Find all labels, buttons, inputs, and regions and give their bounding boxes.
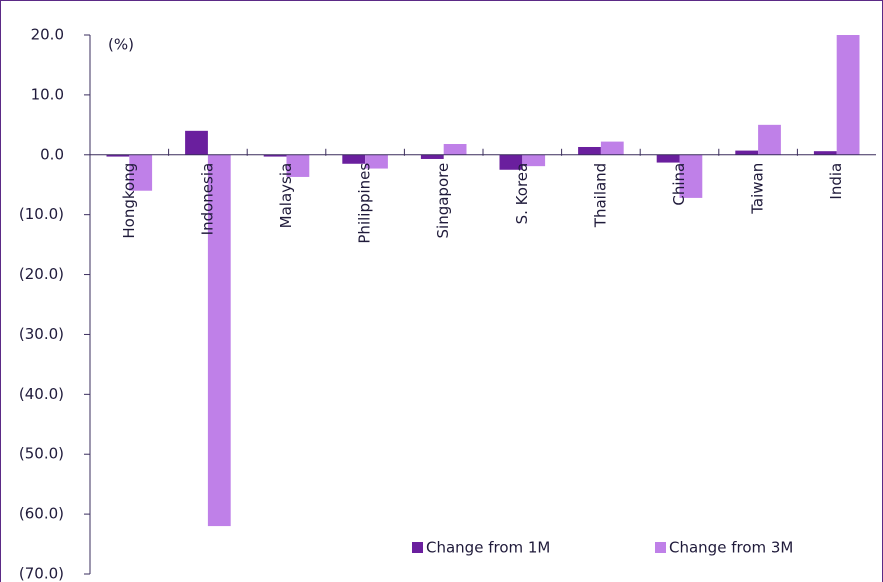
bar [207,154,231,527]
unit-annotation: (%) [108,36,134,54]
x-tick-label: Thailand [591,163,609,228]
y-tick-label: (60.0) [19,505,64,523]
x-tick-label: Taiwan [749,163,767,215]
x-tick-label: S. Korea [513,163,531,225]
bar [600,141,624,155]
y-tick-label: (20.0) [19,265,64,283]
bar [185,130,208,155]
y-tick-label: (70.0) [19,565,64,582]
y-tick-label: (10.0) [19,205,64,223]
bar [836,35,860,155]
y-tick-label: 0.0 [40,145,64,163]
bar [443,143,467,155]
y-tick-label: 20.0 [31,26,64,44]
bar [106,154,130,157]
bar [286,154,310,177]
bar [758,124,781,155]
x-tick-label: Malaysia [277,163,295,229]
bar [365,154,388,169]
x-tick-label: India [827,163,845,200]
x-tick-label: Singapore [434,163,452,239]
y-tick-label: 10.0 [31,85,64,103]
y-tick-label: (50.0) [19,445,64,463]
legend-swatch [655,542,666,553]
legend-swatch [412,542,423,553]
bar [129,154,153,191]
bar [578,146,601,155]
bar [263,154,287,157]
legend-label: Change from 3M [669,539,793,557]
bar [342,154,366,164]
bar [522,154,546,167]
x-tick-label: Philippines [356,163,374,244]
bar [656,154,680,163]
bar [420,154,444,159]
bar [813,151,837,155]
bar [679,154,703,198]
bar [735,150,759,155]
bar [499,154,523,170]
x-tick-label: Indonesia [198,163,216,236]
legend-label: Change from 1M [426,539,550,557]
x-tick-label: China [670,163,688,206]
y-tick-label: (30.0) [19,325,64,343]
y-tick-label: (40.0) [19,385,64,403]
x-tick-label: Hongkong [120,163,138,239]
